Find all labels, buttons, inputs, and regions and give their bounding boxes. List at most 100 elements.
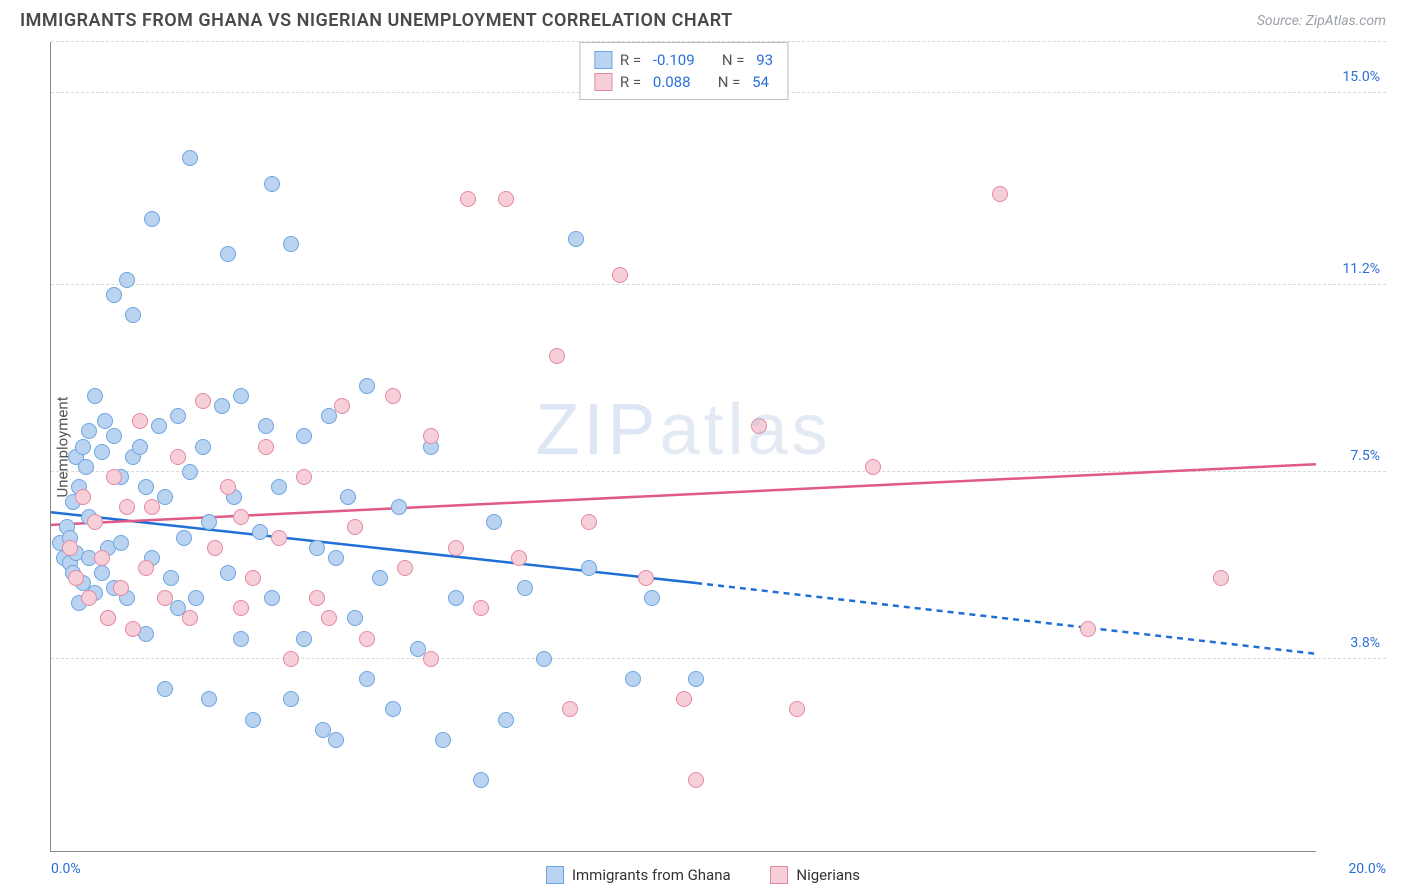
data-point [252, 524, 268, 540]
data-point [296, 469, 312, 485]
data-point [176, 530, 192, 546]
data-point [113, 535, 129, 551]
data-point [106, 469, 122, 485]
n-value-ghana: 93 [756, 51, 773, 69]
data-point [151, 418, 167, 434]
data-point [195, 439, 211, 455]
data-point [245, 712, 261, 728]
data-point [751, 418, 767, 434]
source-attribution: Source: ZipAtlas.com [1257, 13, 1386, 29]
data-point [486, 514, 502, 530]
data-point [100, 610, 116, 626]
n-label [703, 51, 714, 69]
data-point [359, 671, 375, 687]
data-point [865, 459, 881, 475]
stats-legend: R = -0.109 N = 93 R = 0.088 N = 54 [579, 42, 788, 100]
data-point [245, 570, 261, 586]
data-point [423, 428, 439, 444]
data-point [1080, 621, 1096, 637]
data-point [397, 560, 413, 576]
data-point [125, 621, 141, 637]
data-point [612, 267, 628, 283]
data-point [517, 580, 533, 596]
n-value-nigerians: 54 [752, 73, 769, 91]
data-point [182, 610, 198, 626]
chart-area: Unemployment ZIPatlas 3.8%7.5%11.2%15.0%… [50, 42, 1386, 852]
data-point [385, 701, 401, 717]
data-point [498, 191, 514, 207]
data-point [283, 651, 299, 667]
r-label: R = [620, 51, 645, 69]
data-point [113, 580, 129, 596]
data-point [347, 519, 363, 535]
legend-label-nigerians: Nigerians [796, 866, 860, 884]
data-point [233, 600, 249, 616]
stats-row-ghana: R = -0.109 N = 93 [594, 49, 773, 71]
data-point [309, 540, 325, 556]
data-point [309, 590, 325, 606]
data-point [625, 671, 641, 687]
data-point [157, 681, 173, 697]
data-point [233, 631, 249, 647]
data-point [435, 732, 451, 748]
data-point [283, 691, 299, 707]
data-point [62, 540, 78, 556]
data-point [1213, 570, 1229, 586]
data-point [688, 671, 704, 687]
data-point [581, 560, 597, 576]
data-point [182, 464, 198, 480]
swatch-nigerians-icon [770, 866, 788, 884]
data-point [448, 540, 464, 556]
legend-label-ghana: Immigrants from Ghana [572, 866, 731, 884]
data-point [220, 479, 236, 495]
chart-title: IMMIGRANTS FROM GHANA VS NIGERIAN UNEMPL… [20, 10, 733, 31]
data-point [106, 287, 122, 303]
data-point [562, 701, 578, 717]
data-point [473, 772, 489, 788]
data-point [334, 398, 350, 414]
data-point [473, 600, 489, 616]
data-point [220, 246, 236, 262]
data-point [688, 772, 704, 788]
data-point [644, 590, 660, 606]
data-point [271, 479, 287, 495]
data-point [264, 176, 280, 192]
data-point [296, 428, 312, 444]
data-point [94, 565, 110, 581]
r-value-nigerians: 0.088 [653, 73, 691, 91]
data-point [163, 570, 179, 586]
data-point [498, 712, 514, 728]
data-point [201, 514, 217, 530]
data-point [68, 570, 84, 586]
data-point [75, 489, 91, 505]
data-point [214, 398, 230, 414]
data-point [75, 439, 91, 455]
data-point [992, 186, 1008, 202]
data-point [511, 550, 527, 566]
swatch-ghana [594, 51, 612, 69]
data-point [81, 590, 97, 606]
data-point [359, 378, 375, 394]
legend-item-ghana: Immigrants from Ghana [546, 866, 731, 884]
y-tick-label: 15.0% [1342, 69, 1380, 85]
data-point [138, 479, 154, 495]
swatch-nigerians [594, 73, 612, 91]
data-point [233, 388, 249, 404]
data-point [258, 439, 274, 455]
data-point [170, 449, 186, 465]
data-point [157, 590, 173, 606]
data-point [581, 514, 597, 530]
plot-region: ZIPatlas 3.8%7.5%11.2%15.0% R = -0.109 N… [50, 42, 1316, 852]
data-point [568, 231, 584, 247]
data-point [359, 631, 375, 647]
data-point [264, 590, 280, 606]
data-point [78, 459, 94, 475]
data-point [347, 610, 363, 626]
r-value-ghana: -0.109 [653, 51, 695, 69]
data-point [182, 150, 198, 166]
data-point [87, 514, 103, 530]
y-tick-label: 7.5% [1350, 448, 1380, 464]
data-point [258, 418, 274, 434]
series-legend: Immigrants from Ghana Nigerians [0, 866, 1406, 888]
data-point [81, 423, 97, 439]
